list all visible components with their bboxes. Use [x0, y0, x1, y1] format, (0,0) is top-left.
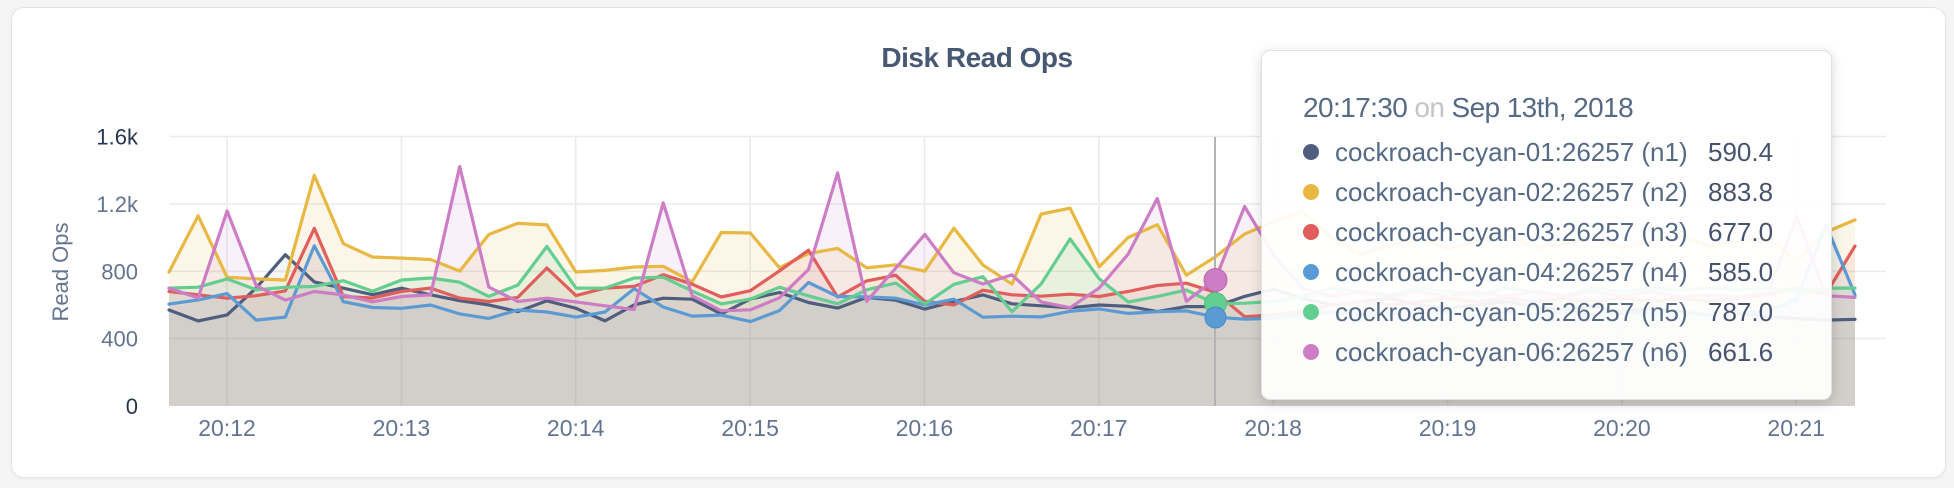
svg-text:800: 800 [101, 259, 138, 284]
svg-text:0: 0 [126, 394, 138, 419]
svg-text:20:14: 20:14 [547, 415, 605, 441]
svg-text:20:20: 20:20 [1593, 415, 1651, 441]
svg-text:20:18: 20:18 [1244, 415, 1302, 441]
svg-text:20:17: 20:17 [1070, 415, 1128, 441]
svg-text:20:21: 20:21 [1767, 415, 1825, 441]
svg-text:1.2k: 1.2k [96, 192, 139, 217]
svg-text:20:15: 20:15 [721, 415, 779, 441]
svg-text:20:12: 20:12 [198, 415, 256, 441]
svg-text:400: 400 [101, 327, 138, 352]
svg-text:20:16: 20:16 [896, 415, 954, 441]
svg-text:1.6k: 1.6k [96, 125, 139, 150]
svg-text:20:19: 20:19 [1419, 415, 1477, 441]
svg-text:20:13: 20:13 [373, 415, 431, 441]
